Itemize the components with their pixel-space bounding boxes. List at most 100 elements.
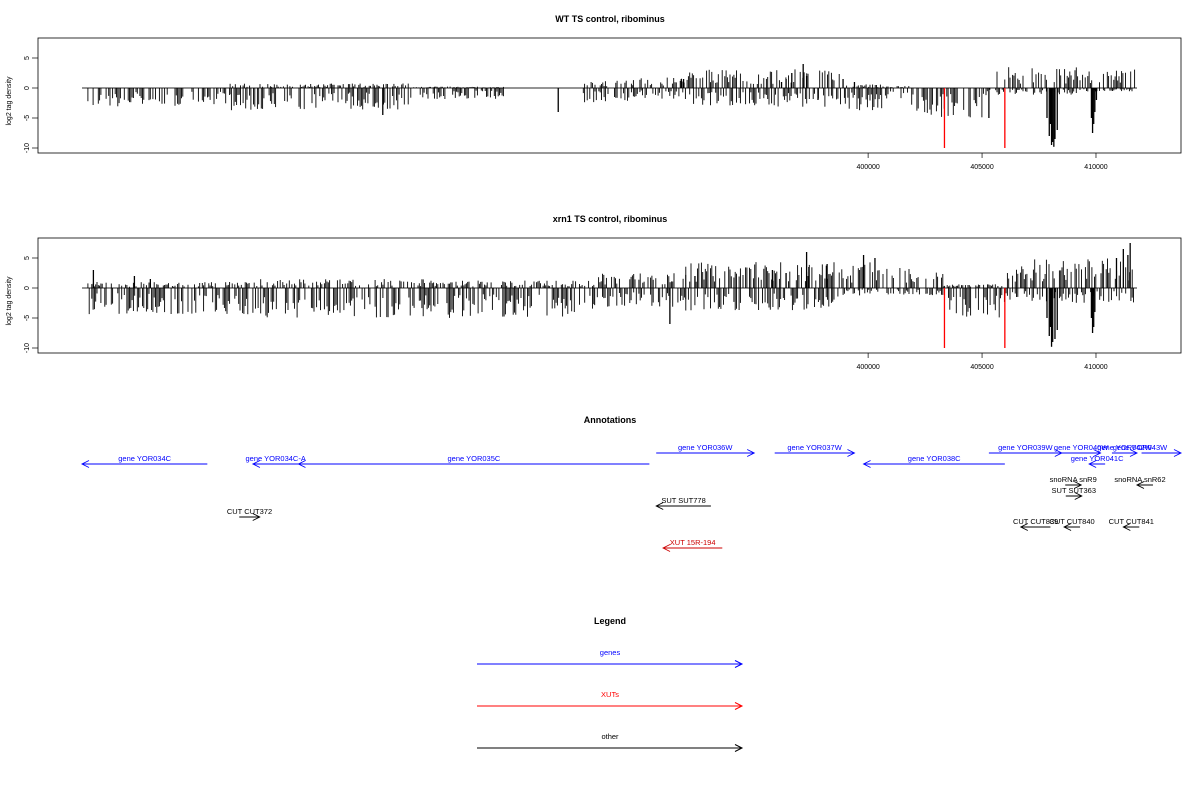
x-tick-label: 405000 bbox=[970, 364, 993, 371]
legend-entry: other bbox=[477, 732, 744, 752]
y-tick-label: 0 bbox=[24, 86, 31, 90]
feature-arrowhead bbox=[1063, 523, 1072, 531]
x-tick-label: 405000 bbox=[970, 164, 993, 171]
feature-label: snoRNA snR9 bbox=[1050, 475, 1097, 484]
feature-arrowhead bbox=[1019, 523, 1028, 531]
feature-label: gene YOR043W bbox=[1113, 443, 1168, 452]
annotation-feature: gene YOR041C bbox=[1071, 454, 1124, 468]
feature-arrowhead bbox=[252, 513, 261, 521]
annotation-feature: gene YOR034C-A bbox=[246, 454, 306, 468]
annotation-feature: gene YOR042W bbox=[1097, 443, 1153, 457]
y-tick-label: 5 bbox=[24, 56, 31, 60]
wt-y-axis-label: log2 tag density bbox=[6, 76, 13, 126]
xrn1-panel-title: xrn1 TS control, ribominus bbox=[553, 214, 668, 224]
annotation-feature: gene YOR038C bbox=[862, 454, 1005, 468]
y-tick-label: 0 bbox=[24, 286, 31, 290]
legend-panel: Legend genes XUTs other bbox=[477, 616, 744, 752]
feature-arrowhead bbox=[1135, 481, 1145, 489]
feature-label: XUT 15R-194 bbox=[670, 538, 716, 547]
xrn1-axes: 5 0 -5 -10 400000 405000 410000 bbox=[24, 256, 1108, 371]
wt-density-bars bbox=[82, 64, 1137, 148]
feature-label: gene YOR034C bbox=[118, 454, 171, 463]
annotation-feature: gene YOR043W bbox=[1113, 443, 1183, 457]
feature-label: CUT CUT840 bbox=[1049, 517, 1094, 526]
feature-arrowhead bbox=[1129, 449, 1139, 457]
annotation-feature: gene YOR034C bbox=[80, 454, 208, 468]
feature-label: gene YOR034C-A bbox=[246, 454, 306, 463]
x-tick-label: 410000 bbox=[1084, 364, 1107, 371]
x-tick-label: 410000 bbox=[1084, 164, 1107, 171]
annotation-feature: SUT SUT363 bbox=[1052, 486, 1096, 500]
legend-arrowhead bbox=[734, 702, 744, 710]
annotation-feature: snoRNA snR62 bbox=[1114, 475, 1166, 489]
annotations-title: Annotations bbox=[584, 415, 637, 425]
feature-arrowhead bbox=[847, 449, 856, 457]
feature-arrowhead bbox=[251, 460, 261, 468]
wt-density-panel: WT TS control, ribominus log2 tag densit… bbox=[6, 14, 1182, 171]
feature-arrowhead bbox=[1122, 523, 1131, 531]
feature-label: gene YOR038C bbox=[908, 454, 961, 463]
feature-label: SUT SUT778 bbox=[661, 496, 705, 505]
annotation-feature: gene YOR036W bbox=[656, 443, 756, 457]
feature-label: gene YOR040W bbox=[1054, 443, 1109, 452]
xrn1-plot-frame bbox=[37, 237, 1182, 354]
feature-label: gene YOR039W bbox=[998, 443, 1053, 452]
annotations-panel: Annotations gene YOR034C gene YOR034C-A ge… bbox=[80, 415, 1183, 552]
legend-arrowhead bbox=[734, 660, 744, 668]
feature-arrowhead bbox=[746, 449, 756, 457]
feature-arrowhead bbox=[80, 460, 90, 468]
feature-label: gene YOR041C bbox=[1071, 454, 1124, 463]
feature-label: gene YOR037W bbox=[787, 443, 842, 452]
wt-axes: 5 0 -5 -10 400000 405000 410000 bbox=[24, 56, 1108, 171]
feature-arrowhead bbox=[297, 460, 306, 468]
annotation-feature: gene YOR040W bbox=[1054, 443, 1109, 457]
y-tick-label: -5 bbox=[24, 115, 31, 121]
legend-label: XUTs bbox=[601, 690, 619, 699]
feature-label: SUT SUT363 bbox=[1052, 486, 1096, 495]
xrn1-density-panel: xrn1 TS control, ribominus log2 tag dens… bbox=[6, 214, 1182, 371]
annotation-features: gene YOR034C gene YOR034C-A gene YOR035C ge… bbox=[80, 443, 1183, 552]
annotation-feature: SUT SUT778 bbox=[655, 496, 711, 510]
feature-label: CUT CUT841 bbox=[1109, 517, 1154, 526]
y-tick-label: -10 bbox=[24, 143, 31, 153]
y-tick-label: -10 bbox=[24, 343, 31, 353]
annotation-feature: snoRNA snR9 bbox=[1050, 475, 1097, 489]
feature-arrowhead bbox=[1088, 460, 1097, 468]
annotation-feature: CUT CUT372 bbox=[227, 507, 272, 521]
wt-panel-title: WT TS control, ribominus bbox=[555, 14, 665, 24]
annotation-feature: CUT CUT840 bbox=[1049, 517, 1095, 531]
legend-title: Legend bbox=[594, 616, 626, 626]
y-tick-label: -5 bbox=[24, 315, 31, 321]
annotation-feature: CUT CUT839 bbox=[1013, 517, 1058, 531]
legend-entries: genes XUTs other bbox=[477, 648, 744, 752]
feature-label: snoRNA snR62 bbox=[1114, 475, 1165, 484]
legend-arrowhead bbox=[734, 744, 744, 752]
feature-label: CUT CUT372 bbox=[227, 507, 272, 516]
feature-arrowhead bbox=[862, 460, 871, 468]
legend-entry: genes bbox=[477, 648, 744, 668]
feature-arrowhead bbox=[662, 544, 671, 552]
wt-plot-frame bbox=[37, 37, 1182, 154]
legend-entry: XUTs bbox=[477, 690, 744, 710]
feature-label: gene YOR042W bbox=[1097, 443, 1152, 452]
x-tick-label: 400000 bbox=[856, 364, 879, 371]
legend-label: other bbox=[601, 732, 619, 741]
feature-arrowhead bbox=[1073, 481, 1083, 489]
feature-arrowhead bbox=[1173, 449, 1183, 457]
feature-arrowhead bbox=[1093, 449, 1102, 457]
feature-arrowhead bbox=[655, 502, 664, 510]
annotation-feature: gene YOR035C bbox=[297, 454, 650, 468]
legend-label: genes bbox=[600, 648, 621, 657]
feature-label: gene YOR036W bbox=[678, 443, 733, 452]
annotation-feature: XUT 15R-194 bbox=[662, 538, 723, 552]
x-tick-label: 400000 bbox=[856, 164, 879, 171]
annotation-feature: CUT CUT841 bbox=[1109, 517, 1154, 531]
xrn1-density-bars bbox=[82, 243, 1137, 348]
annotation-feature: gene YOR037W bbox=[774, 443, 856, 457]
feature-arrowhead bbox=[1074, 492, 1083, 500]
xrn1-y-axis-label: log2 tag density bbox=[6, 276, 13, 326]
feature-label: gene YOR035C bbox=[448, 454, 501, 463]
y-tick-label: 5 bbox=[24, 256, 31, 260]
